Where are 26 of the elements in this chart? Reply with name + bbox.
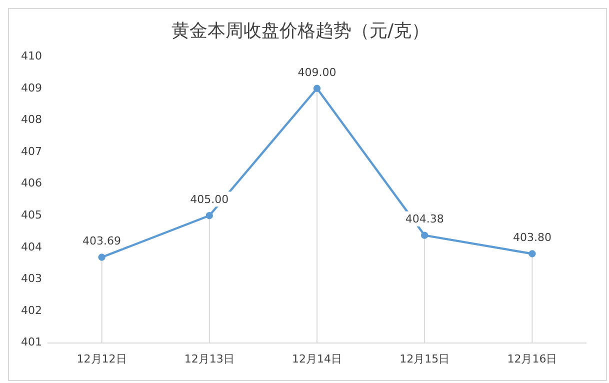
data-label: 403.69 bbox=[82, 234, 122, 248]
y-tick-label: 404 bbox=[20, 240, 42, 254]
point bbox=[98, 254, 106, 261]
x-tick-label: 12月13日 bbox=[184, 352, 234, 366]
y-tick-label: 407 bbox=[20, 144, 42, 158]
x-tick-label: 12月15日 bbox=[400, 352, 450, 366]
y-tick-label: 409 bbox=[20, 81, 42, 94]
y-tick-label: 410 bbox=[20, 49, 42, 62]
point bbox=[528, 250, 536, 258]
x-tick-label: 12月12日 bbox=[76, 352, 127, 366]
data-label: 409.00 bbox=[298, 66, 336, 79]
point bbox=[206, 212, 213, 220]
data-label: 403.80 bbox=[512, 231, 552, 244]
x-tick-label: 12月14日 bbox=[292, 352, 342, 366]
y-tick-label: 401 bbox=[20, 336, 42, 349]
y-tick-label: 408 bbox=[20, 113, 42, 126]
point bbox=[421, 232, 428, 239]
y-tick-label: 406 bbox=[20, 176, 42, 190]
data-label: 405.00 bbox=[190, 192, 229, 206]
chart-title: 黄金本周收盘价格趋势（元/克） bbox=[171, 20, 430, 42]
x-tick-label: 12月16日 bbox=[507, 352, 558, 366]
y-tick-label: 403 bbox=[20, 272, 42, 286]
point bbox=[313, 84, 321, 92]
y-tick-label: 405 bbox=[20, 208, 42, 222]
y-tick-label: 402 bbox=[20, 304, 42, 317]
data-label: 404.38 bbox=[405, 212, 444, 226]
